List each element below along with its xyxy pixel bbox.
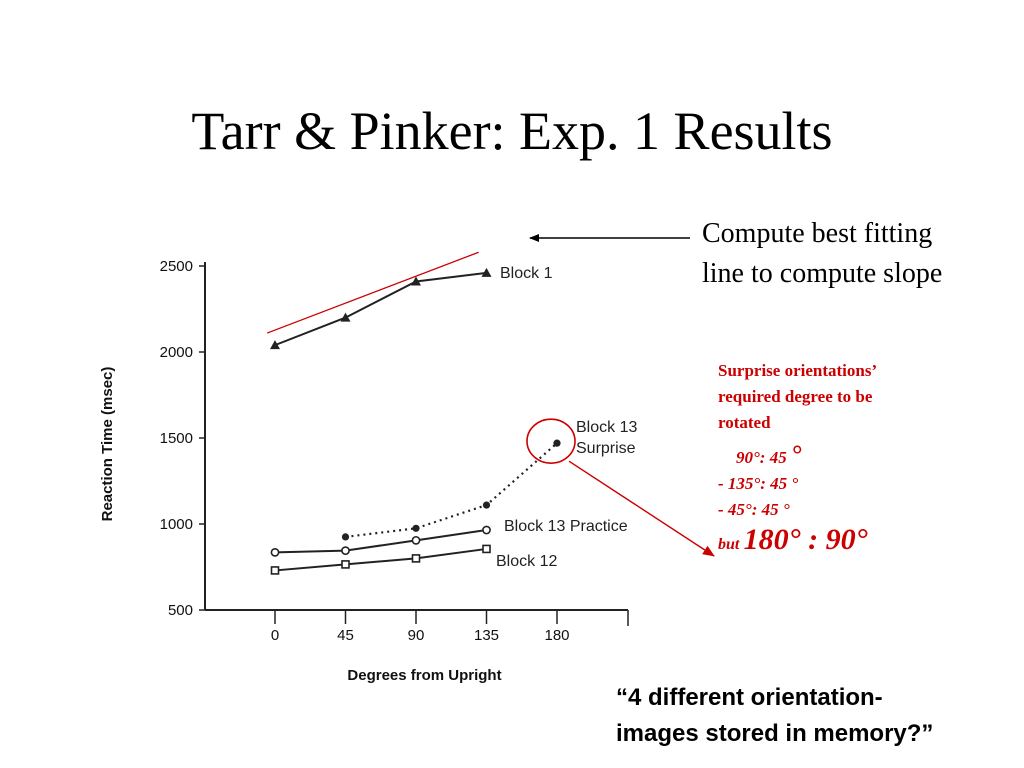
chart-series: Block 1 Block 13 Surprise Block 13 Practice… (270, 265, 637, 575)
series-line-block-13-surprise (345, 442, 558, 538)
surprise-heading-line-1: Surprise orientations’ (718, 361, 878, 380)
point-block-13-practice-45 (341, 546, 350, 556)
series-label-block-13-surprise: Block 13 (576, 419, 637, 436)
best-fit-annotation-line-1: Compute best fitting (702, 218, 933, 249)
point-block-1-135 (481, 267, 492, 277)
y-tick-label-1000: 1000 (160, 516, 193, 533)
orientation-180-ratio: 180° : 90° (743, 523, 868, 556)
orientation-line-135: - 135°: 45 ° (718, 474, 799, 493)
surprise-orientation-note: Surprise orientations’ required degree t… (718, 358, 1008, 558)
chart-annotations (526, 234, 715, 557)
series-label-block-1: Block 1 (500, 265, 553, 282)
point-block-12-90 (411, 554, 421, 563)
surprise-highlight-circle (526, 418, 576, 464)
y-axis-title: Reaction Time (msec) (99, 367, 116, 522)
point-block-1-0 (270, 340, 280, 350)
x-tick-label-135: 135 (474, 627, 499, 644)
x-tick-label-45: 45 (337, 627, 354, 644)
point-block-13-practice-0 (270, 547, 280, 557)
x-tick-label-90: 90 (408, 627, 425, 644)
series-label-block-13-practice: Block 13 Practice (504, 518, 628, 535)
series-label-block-13-surprise-1: Surprise (576, 440, 636, 457)
surprise-note-heading: Surprise orientations’ required degree t… (718, 358, 1008, 436)
but-word: but (718, 536, 740, 553)
best-fit-group (266, 251, 479, 334)
surprise-heading-line-2: required degree to be (718, 387, 873, 406)
orientation-line-180: but 180° : 90° (718, 525, 1008, 558)
point-block-13-surprise-135 (482, 501, 491, 509)
point-block-12-0 (270, 566, 280, 575)
quote-line-1: “4 different orientation- (616, 684, 883, 711)
best-fit-annotation: Compute best fitting line to compute slo… (702, 214, 1012, 294)
orientation-line-90-text: 90°: 45 (736, 448, 791, 467)
slide-title: Tarr & Pinker: Exp. 1 Results (191, 101, 833, 161)
series-line-block-12 (274, 547, 487, 572)
surprise-pointer-arrow (568, 460, 715, 557)
series-line-block-13-practice (274, 529, 487, 554)
series-block-12: Block 12 (270, 544, 557, 575)
x-tick-label-0: 0 (271, 627, 279, 644)
series-line-block-1 (274, 271, 487, 347)
point-block-13-practice-135 (482, 525, 491, 535)
point-block-13-surprise-180 (553, 439, 561, 447)
point-block-1-45 (340, 312, 351, 322)
point-block-13-surprise-45 (341, 533, 350, 541)
orientation-line-90-degree: ° (790, 440, 802, 469)
memory-question-quote: “4 different orientation- images stored … (616, 680, 1016, 752)
best-fit-line (266, 251, 479, 334)
x-axis-title: Degrees from Upright (347, 667, 501, 684)
point-block-1-90 (411, 276, 421, 286)
chart-axes: 500 1000 1500 2000 2500 0 45 90 135 180 Degrees fr… (99, 258, 629, 684)
point-block-12-135 (482, 544, 491, 554)
x-tick-label-180: 180 (544, 627, 569, 644)
orientation-line-90: 90°: 45 ° (718, 442, 1008, 471)
quote-line-2: images stored in memory?” (616, 720, 934, 747)
best-fit-annotation-line-2: line to compute slope (702, 258, 943, 289)
y-tick-label-500: 500 (168, 602, 193, 619)
y-tick-label-1500: 1500 (160, 430, 193, 447)
y-tick-label-2000: 2000 (160, 344, 193, 361)
series-block-13-practice: Block 13 Practice (270, 518, 628, 557)
point-block-13-practice-90 (411, 535, 421, 545)
orientation-line-45: - 45°: 45 ° (718, 500, 790, 519)
surprise-heading-line-3: rotated (718, 413, 771, 432)
series-label-block-12: Block 12 (496, 553, 557, 570)
point-block-12-45 (341, 560, 350, 569)
series-block-1: Block 1 (270, 265, 553, 350)
y-tick-label-2500: 2500 (160, 258, 193, 275)
series-block-13-surprise: Block 13 Surprise (341, 419, 637, 541)
point-block-13-surprise-90 (412, 524, 420, 532)
